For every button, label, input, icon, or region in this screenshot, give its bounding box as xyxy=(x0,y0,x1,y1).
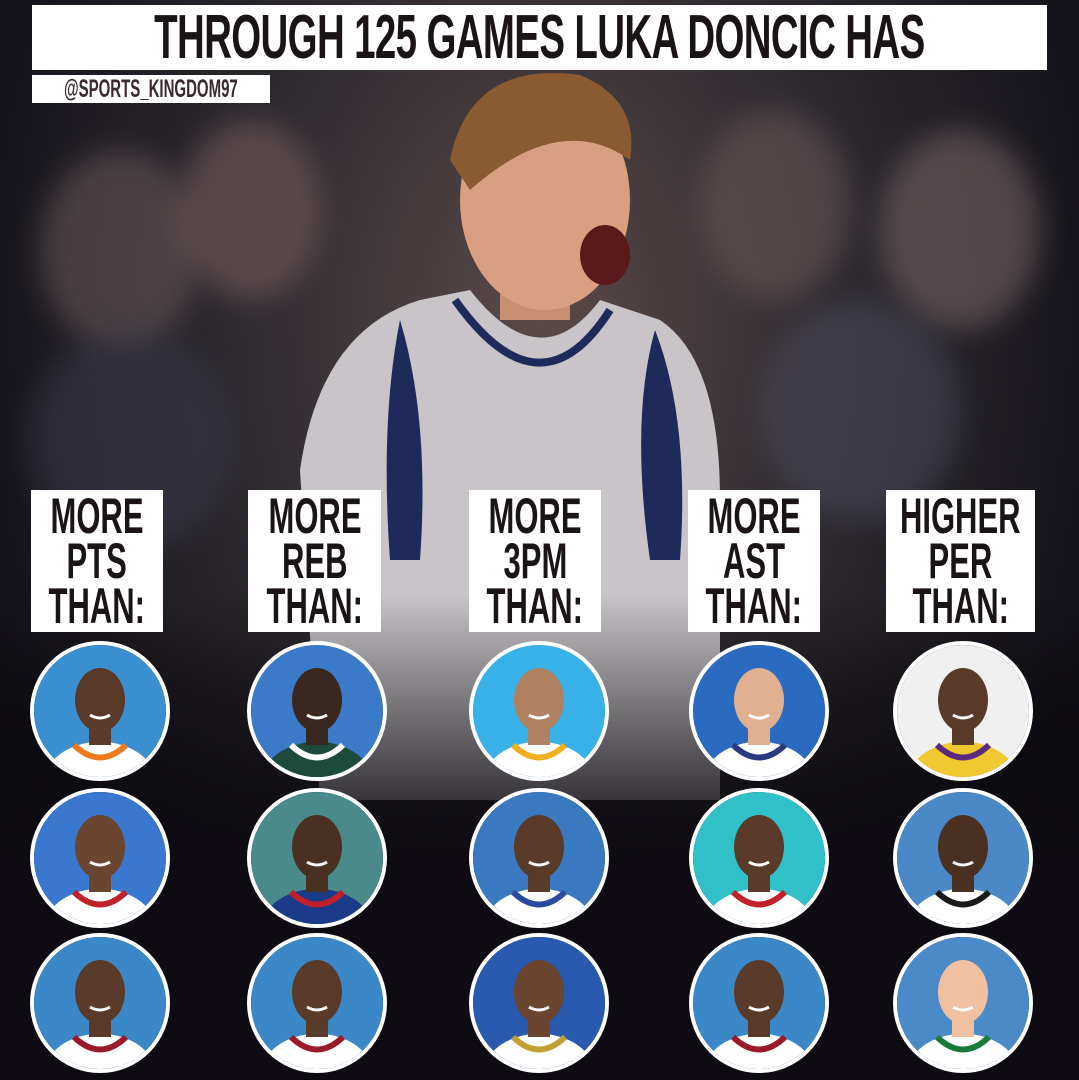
player-portrait xyxy=(689,788,829,928)
stat-label-line: THAN: xyxy=(48,577,146,632)
player-portrait xyxy=(30,788,170,928)
player-portrait xyxy=(689,641,829,781)
stat-label-line: MORE xyxy=(268,490,361,544)
stat-label-line: MORE xyxy=(50,490,144,544)
player-portrait xyxy=(893,788,1033,928)
player-portrait xyxy=(247,788,387,928)
stat-label-line: PER xyxy=(928,532,993,589)
player-portrait xyxy=(469,788,609,928)
title-banner: THROUGH 125 GAMES LUKA DONCIC HAS xyxy=(32,5,1047,70)
player-portrait xyxy=(30,641,170,781)
stat-label-3: MORE 3PM THAN: xyxy=(469,490,601,632)
stat-label-line: 3PM xyxy=(503,532,567,589)
page-title: THROUGH 125 GAMES LUKA DONCIC HAS xyxy=(154,5,925,70)
stat-label-line: PTS xyxy=(66,532,128,589)
stat-label-1: MORE PTS THAN: xyxy=(31,490,163,632)
player-portrait xyxy=(247,933,387,1073)
stat-label-line: MORE xyxy=(707,490,801,544)
stat-label-line: HIGHER xyxy=(900,490,1021,544)
player-portrait xyxy=(893,933,1033,1073)
stat-label-line: THAN: xyxy=(705,577,803,632)
stat-label-line: THAN: xyxy=(912,577,1009,632)
stat-label-4: MORE AST THAN: xyxy=(688,490,820,632)
player-portrait xyxy=(30,933,170,1073)
stat-label-5: HIGHER PER THAN: xyxy=(886,490,1035,632)
stat-label-line: REB xyxy=(281,532,348,589)
player-portrait xyxy=(689,933,829,1073)
player-portrait xyxy=(247,641,387,781)
stat-label-2: MORE REB THAN: xyxy=(248,490,381,632)
player-portrait xyxy=(893,641,1033,781)
handle-banner: @SPORTS_KINGDOM97 xyxy=(32,75,270,103)
player-portrait xyxy=(469,933,609,1073)
stat-label-line: THAN: xyxy=(486,577,584,632)
stat-label-line: MORE xyxy=(488,490,582,544)
stat-label-line: THAN: xyxy=(266,577,363,632)
social-handle: @SPORTS_KINGDOM97 xyxy=(64,75,238,103)
stat-label-line: AST xyxy=(723,532,785,589)
player-portrait xyxy=(469,641,609,781)
